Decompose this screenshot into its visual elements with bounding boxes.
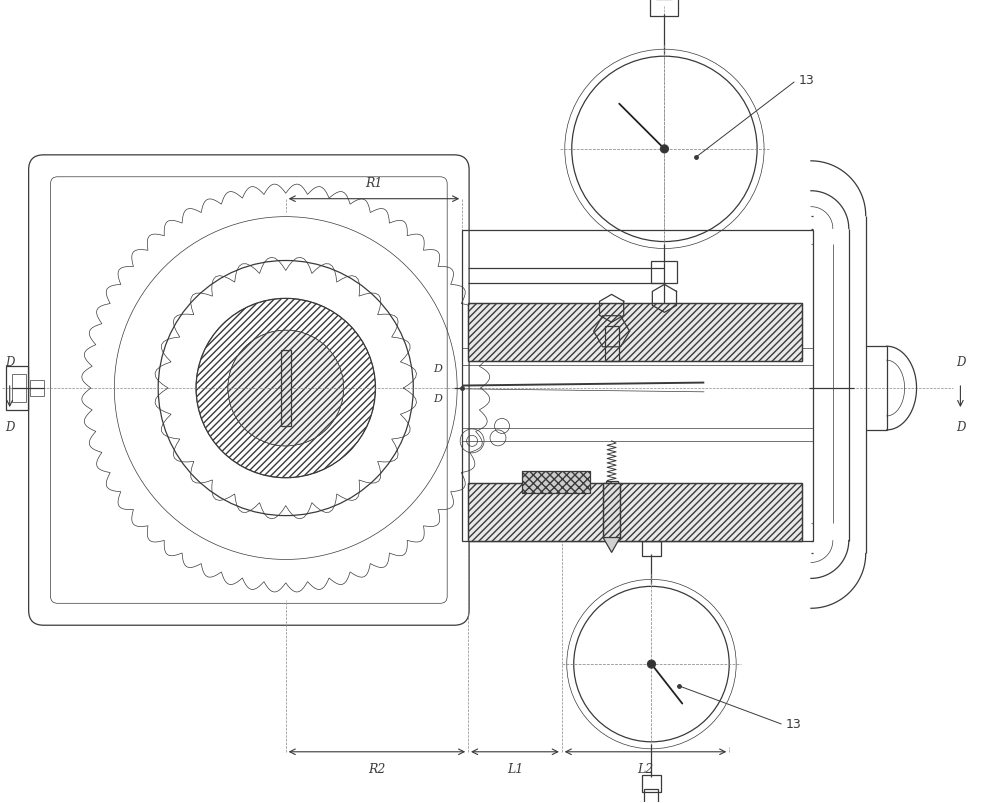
Bar: [651, 262, 677, 284]
Text: D: D: [433, 393, 442, 404]
Text: D: D: [956, 356, 965, 369]
Bar: [522, 471, 590, 493]
Bar: [605, 327, 619, 361]
Text: L2: L2: [637, 762, 654, 775]
Bar: [644, 789, 658, 803]
Circle shape: [660, 145, 668, 153]
Text: D: D: [5, 421, 14, 434]
Bar: [522, 471, 590, 493]
Bar: [468, 483, 802, 541]
Bar: [603, 483, 620, 538]
Bar: [468, 483, 802, 541]
Bar: [468, 304, 802, 361]
Bar: [30, 381, 44, 397]
Bar: [12, 375, 26, 402]
Text: 13: 13: [799, 74, 815, 87]
Polygon shape: [603, 538, 620, 552]
Bar: [606, 481, 618, 501]
Bar: [281, 351, 291, 426]
Bar: [603, 483, 620, 538]
Text: R1: R1: [365, 177, 383, 190]
Circle shape: [228, 331, 344, 446]
Bar: [468, 304, 802, 361]
Circle shape: [647, 660, 655, 668]
Text: L1: L1: [507, 762, 523, 775]
Bar: [462, 230, 813, 541]
Text: 13: 13: [786, 718, 802, 731]
Bar: [6, 367, 28, 410]
Bar: [642, 541, 661, 556]
Text: D: D: [956, 421, 965, 434]
Bar: [650, 0, 678, 18]
Bar: [642, 775, 661, 792]
Text: D: D: [5, 356, 14, 369]
Text: R2: R2: [368, 762, 386, 775]
Text: D: D: [433, 364, 442, 373]
